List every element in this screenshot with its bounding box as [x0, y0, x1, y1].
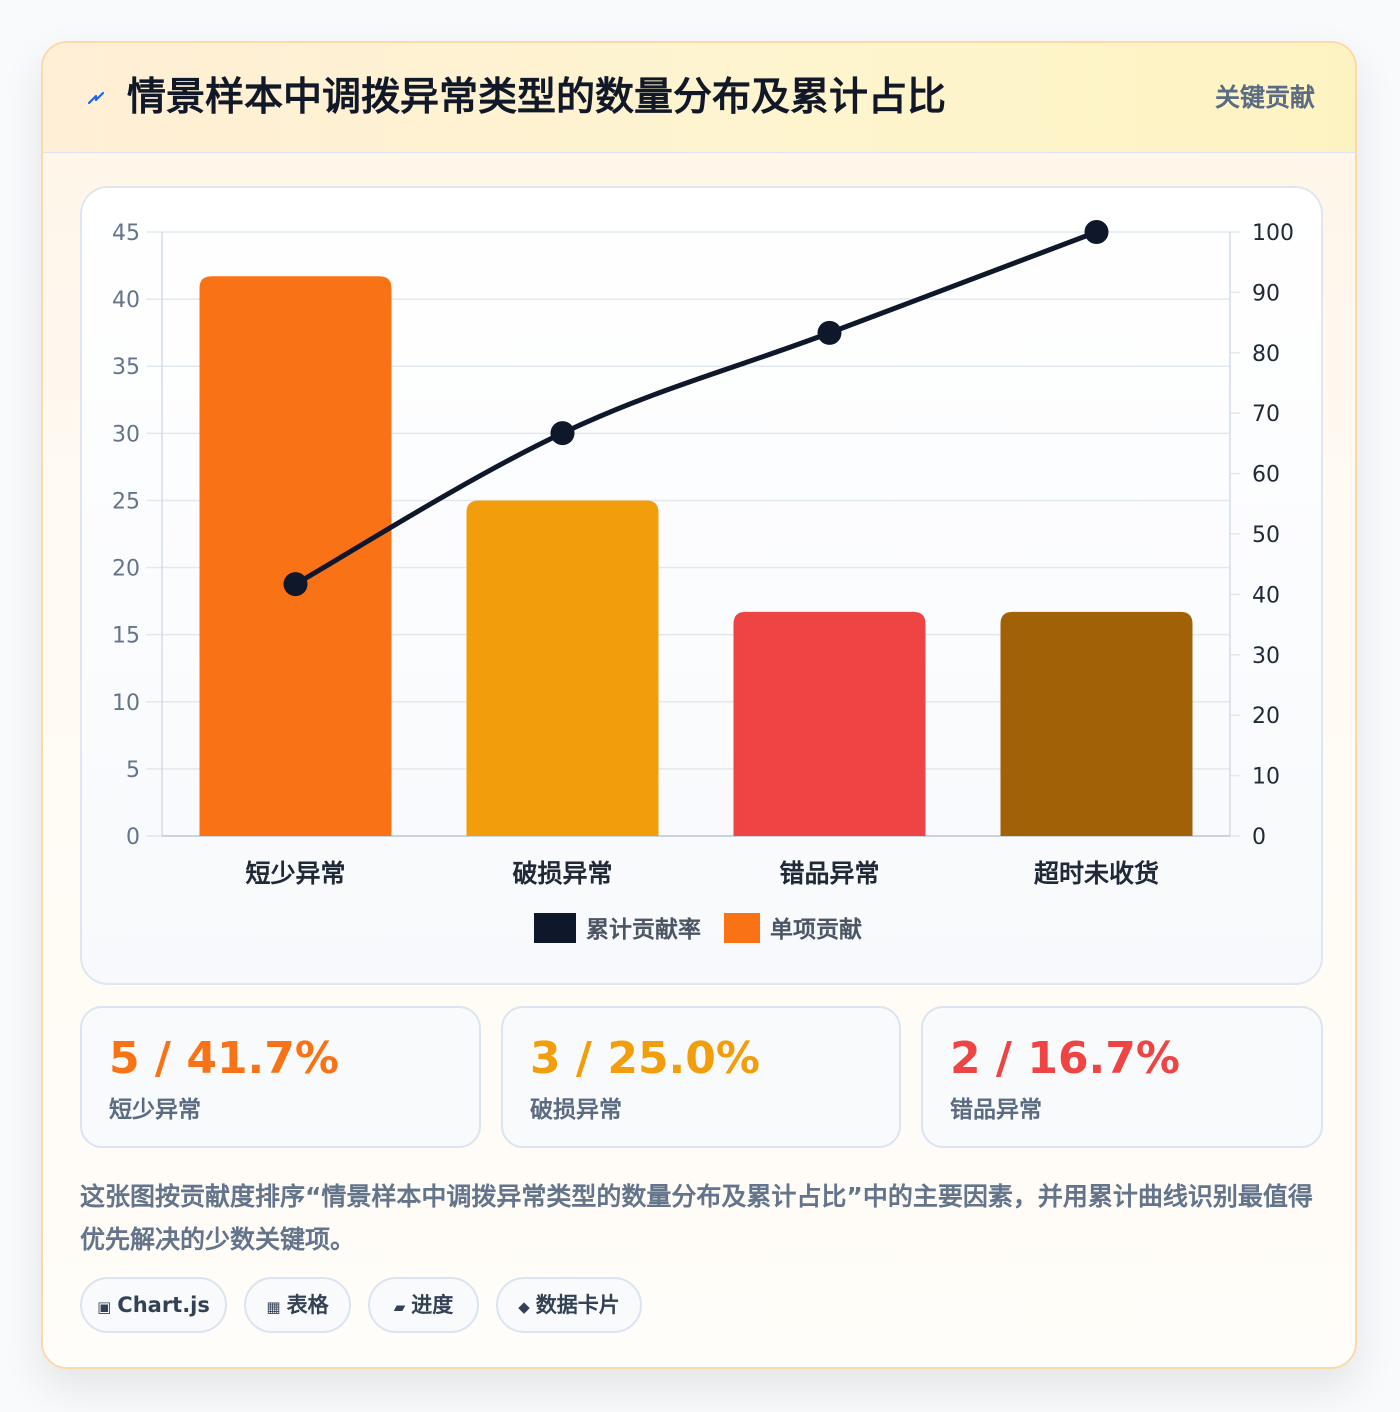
- stat-value: 5 / 41.7%: [109, 1033, 339, 1084]
- y-left-tick-label: 45: [112, 221, 140, 246]
- y-left-tick-label: 30: [112, 422, 140, 447]
- legend-swatch: [724, 913, 760, 943]
- y-right-tick-label: 20: [1252, 704, 1280, 729]
- y-right-tick-label: 40: [1252, 583, 1280, 608]
- progress-icon: ▰: [393, 1298, 406, 1316]
- stat-label: 破损异常: [530, 1097, 622, 1123]
- card-header: 情景样本中调拨异常类型的数量分布及累计占比 关键贡献: [43, 43, 1355, 153]
- y-right-tick-label: 30: [1252, 644, 1280, 669]
- cumulative-point: [283, 572, 308, 597]
- y-right-tick-label: 60: [1252, 463, 1280, 488]
- tag-label: 进度: [411, 1293, 454, 1317]
- x-tick-label: 破损异常: [512, 859, 612, 888]
- bar: [1000, 611, 1193, 836]
- y-right-tick-label: 90: [1252, 281, 1280, 306]
- stat-value: 2 / 16.7%: [950, 1033, 1180, 1084]
- y-left-tick-label: 10: [112, 691, 140, 716]
- y-left-tick-label: 20: [112, 557, 140, 582]
- tag-label: Chart.js: [117, 1293, 210, 1317]
- chart-card: 情景样本中调拨异常类型的数量分布及累计占比 关键贡献 0 5 10 15 20 25 30 3…: [41, 41, 1357, 1369]
- bar: [466, 500, 659, 836]
- y-left-tick-label: 15: [112, 624, 140, 649]
- stat-card-damage: 3 / 25.0% 破损异常: [501, 1006, 901, 1148]
- tag-progress[interactable]: ▰ 进度: [368, 1277, 479, 1333]
- y-right-tick-label: 70: [1252, 402, 1280, 427]
- y-right-tick-label: 80: [1252, 342, 1280, 367]
- y-right-tick-label: 0: [1252, 825, 1266, 850]
- x-tick-label: 超时未收货: [1034, 859, 1159, 888]
- x-tick-label: 短少异常: [245, 859, 345, 888]
- chart-description: 这张图按贡献度排序“情景样本中调拨异常类型的数量分布及累计占比”中的主要因素，并…: [80, 1182, 1313, 1254]
- legend-swatch: [534, 913, 576, 943]
- stat-label: 错品异常: [950, 1097, 1042, 1123]
- cumulative-line: [293, 229, 1099, 587]
- cumulative-point: [817, 320, 842, 345]
- stat-value: 3 / 25.0%: [530, 1033, 760, 1084]
- cumulative-point: [550, 421, 575, 446]
- y-left-tick-label: 0: [126, 825, 140, 850]
- y-right-tick-label: 100: [1252, 221, 1294, 246]
- tag-label: 表格: [286, 1293, 329, 1317]
- x-tick-label: 错品异常: [779, 859, 879, 888]
- y-left-tick-label: 40: [112, 288, 140, 313]
- bar: [733, 611, 926, 836]
- header-tag: 关键贡献: [1214, 83, 1315, 112]
- cumulative-point: [1084, 220, 1109, 244]
- table-icon: ▦: [266, 1298, 281, 1316]
- legend-label: 累计贡献率: [586, 916, 701, 943]
- chart-square-icon: ▣: [97, 1298, 112, 1316]
- y-left-tick-label: 5: [126, 758, 140, 783]
- diamond-icon: ◆: [518, 1298, 530, 1316]
- tag-chartjs[interactable]: ▣ Chart.js: [80, 1277, 227, 1333]
- stat-label: 短少异常: [109, 1097, 201, 1123]
- tag-data-card[interactable]: ◆ 数据卡片: [496, 1277, 642, 1333]
- stat-card-wrong-item: 2 / 16.7% 错品异常: [921, 1006, 1323, 1148]
- stat-card-shortage: 5 / 41.7% 短少异常: [80, 1006, 481, 1148]
- tag-label: 数据卡片: [535, 1293, 620, 1317]
- y-left-tick-label: 35: [112, 355, 140, 380]
- lightning-icon: [87, 91, 105, 105]
- tag-table[interactable]: ▦ 表格: [244, 1277, 351, 1333]
- y-left-tick-label: 25: [112, 489, 140, 514]
- chart-panel: 0 5 10 15 20 25 30 35 40 45 0 10 20 30 40 50 60 70 80 90 100…: [80, 186, 1323, 985]
- pareto-chart: 0 5 10 15 20 25 30 35 40 45 0 10 20 30 40 50 60 70 80 90 100…: [112, 220, 1294, 943]
- bar: [199, 276, 392, 836]
- y-right-tick-label: 10: [1252, 765, 1280, 790]
- legend-label: 单项贡献: [770, 917, 862, 943]
- y-right-tick-label: 50: [1252, 523, 1280, 548]
- page-title: 情景样本中调拨异常类型的数量分布及累计占比: [127, 75, 947, 120]
